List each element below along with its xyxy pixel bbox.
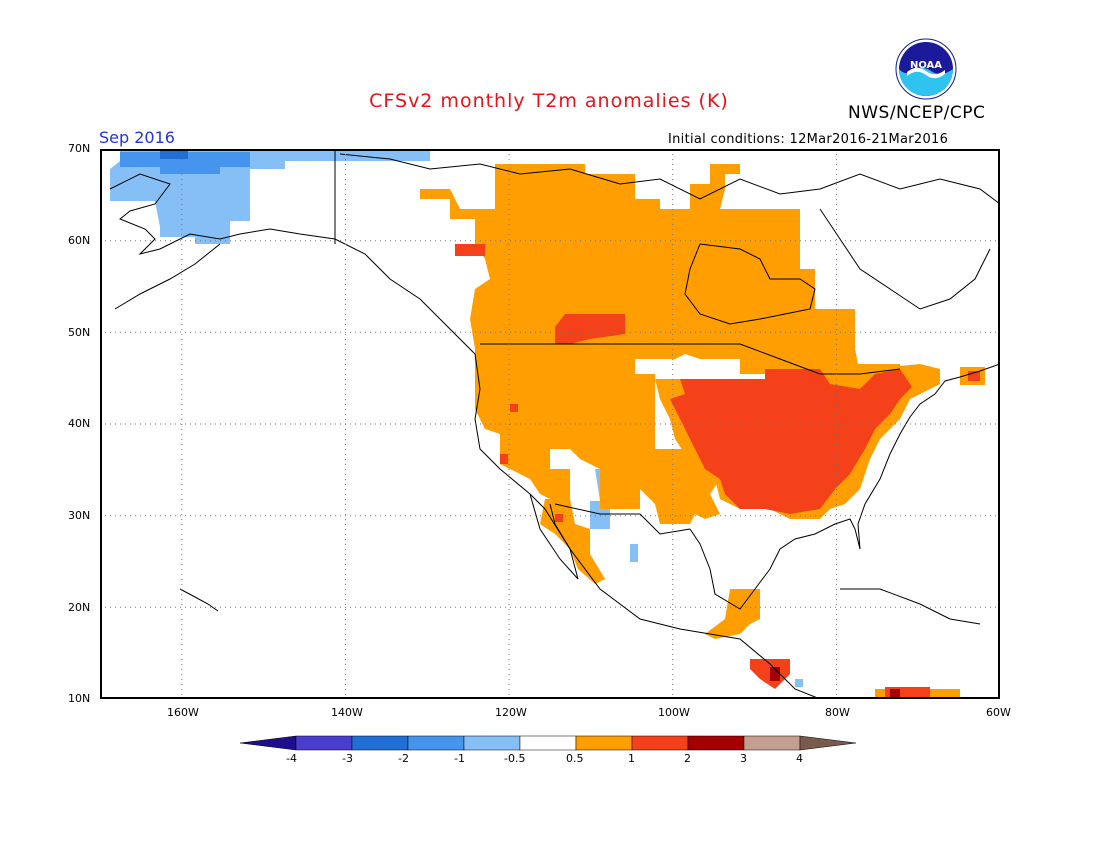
colorbar-swatch <box>463 735 521 751</box>
valid-month-label: Sep 2016 <box>99 128 175 147</box>
colorbar-tick: -4 <box>286 752 297 765</box>
colorbar-swatch <box>743 735 801 751</box>
colorbar-arrow-right <box>799 735 857 751</box>
alaska-strong-cool <box>160 149 188 159</box>
colorbar-swatch <box>519 735 577 751</box>
coastlines <box>109 149 1000 699</box>
noaa-logo: NOAA <box>895 38 957 100</box>
lon-label-100w: 100W <box>658 706 690 719</box>
lat-label-30n: 30N <box>68 509 91 522</box>
alaska-north-region <box>120 152 250 174</box>
colorbar-tick: -0.5 <box>504 752 526 765</box>
lon-label-80w: 80W <box>825 706 850 719</box>
colorbar-swatch <box>295 735 353 751</box>
lat-label-70n: 70N <box>68 142 91 155</box>
colorbar-ticks: -4 -3 -2 -1 -0.5 0.5 1 2 3 4 <box>238 752 863 768</box>
strong-warm-anomaly-layer <box>455 244 980 699</box>
agency-label: NWS/NCEP/CPC <box>848 103 986 123</box>
southwest-strong-warm-2 <box>500 454 508 464</box>
colorbar-swatch <box>575 735 633 751</box>
initial-conditions-label: Initial conditions: 12Mar2016-21Mar2016 <box>668 132 949 147</box>
cuba <box>840 588 951 620</box>
map-frame <box>100 149 1000 699</box>
lat-label-60n: 60N <box>68 234 91 247</box>
lat-label-10n: 10N <box>68 692 91 705</box>
lon-label-160w: 160W <box>167 706 199 719</box>
graticule <box>100 149 1000 699</box>
lat-label-20n: 20N <box>68 601 91 614</box>
colorbar-swatch <box>407 735 465 751</box>
caribbean-strongest <box>890 689 900 697</box>
us-mexico-border <box>554 503 691 535</box>
us-canada-border <box>480 343 901 375</box>
central-america-strongest <box>770 667 780 681</box>
colorbar-tick: 2 <box>684 752 691 765</box>
anomaly-map <box>100 149 1000 699</box>
central-america-warm <box>705 589 760 639</box>
lon-label-60w: 60W <box>986 706 1011 719</box>
hawaii <box>179 588 219 612</box>
colorbar <box>239 735 857 751</box>
colorbar-swatch <box>631 735 689 751</box>
map-title: CFSv2 monthly T2m anomalies (K) <box>369 90 729 112</box>
colorbar-tick: -1 <box>454 752 465 765</box>
mexico-cool-dot-1 <box>630 544 638 562</box>
central-canada-warm <box>470 209 860 524</box>
lon-label-140w: 140W <box>331 706 363 719</box>
colorbar-tick: -2 <box>398 752 409 765</box>
colorbar-swatch <box>351 735 409 751</box>
colorbar-arrow-left <box>239 735 297 751</box>
colorbar-tick: 4 <box>796 752 803 765</box>
hispaniola <box>949 618 981 625</box>
baja <box>529 493 579 580</box>
canada-strong-warm-2 <box>455 244 485 256</box>
hudson-bay <box>684 243 816 325</box>
canada-strong-warm <box>555 314 625 344</box>
colorbar-swatch <box>687 735 745 751</box>
labrador-coast <box>819 208 991 310</box>
alaska-peninsula <box>114 243 221 310</box>
lat-label-40n: 40N <box>68 417 91 430</box>
alaska-coast <box>109 173 441 320</box>
gulf-coast <box>689 363 1000 610</box>
svg-text:NOAA: NOAA <box>910 60 942 71</box>
eastern-us-strong-warm <box>670 369 912 514</box>
central-america-cool-dot <box>795 679 803 687</box>
colorbar-tick: 3 <box>740 752 747 765</box>
colorbar-tick: 0.5 <box>566 752 584 765</box>
lat-label-50n: 50N <box>68 326 91 339</box>
lon-label-120w: 120W <box>495 706 527 719</box>
maritime-strong-warm <box>968 371 980 381</box>
colorbar-tick: -3 <box>342 752 353 765</box>
arctic-coast <box>339 153 1000 205</box>
colorbar-tick: 1 <box>628 752 635 765</box>
southwest-strong-warm-1 <box>510 404 518 412</box>
baja-strong-warm <box>555 514 563 522</box>
